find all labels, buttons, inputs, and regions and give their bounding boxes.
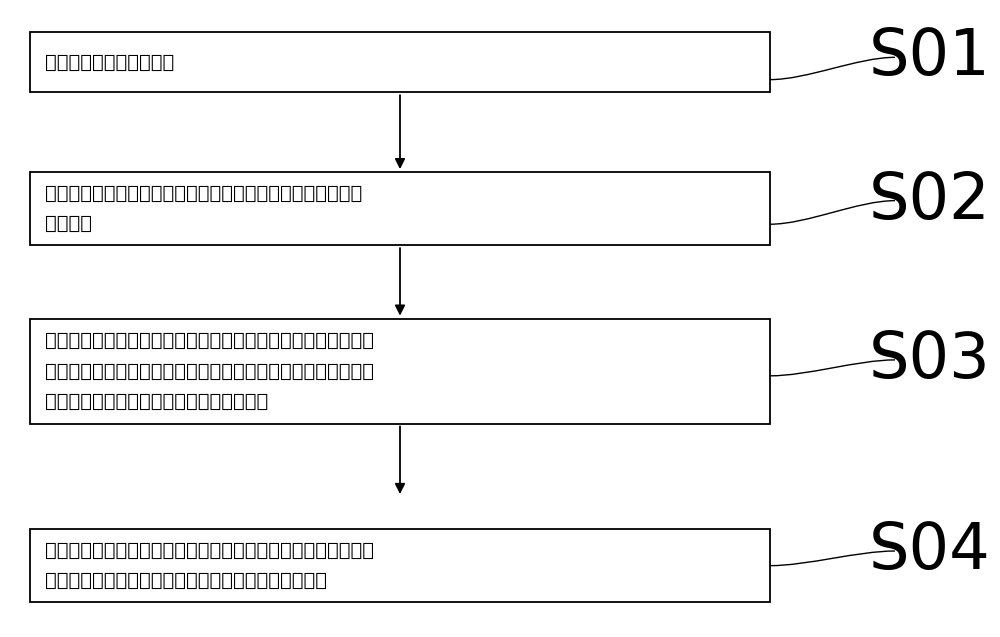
Text: 一半导体，所述阻挡层覆盖所述第二半导体: 一半导体，所述阻挡层覆盖所述第二半导体 (45, 392, 268, 411)
Text: 二半导体: 二半导体 (45, 215, 92, 233)
Bar (30, 318, 770, 424)
Text: 提供第一掺杂类型的衬底: 提供第一掺杂类型的衬底 (45, 53, 174, 71)
Bar (30, 529, 770, 602)
Text: S02: S02 (869, 169, 991, 232)
Text: S01: S01 (869, 26, 991, 89)
Text: 第一半导体平行邻接，所述第二半导体覆盖所述隧穿层和所述第: 第一半导体平行邻接，所述第二半导体覆盖所述隧穿层和所述第 (45, 362, 374, 380)
Text: 在所述衬底上生成与所述衬底导电类型相反的第一半导体和第: 在所述衬底上生成与所述衬底导电类型相反的第一半导体和第 (45, 184, 362, 203)
Text: S03: S03 (869, 329, 991, 391)
Text: 在所述阻挡层上设置栅极，然后在所述栅极的两侧边设置侧墙，: 在所述阻挡层上设置栅极，然后在所述栅极的两侧边设置侧墙， (45, 541, 374, 559)
Text: S04: S04 (869, 520, 991, 582)
Text: 所述栅极和两侧边的所述侧墙与所述衬底形成密闭腔室: 所述栅极和两侧边的所述侧墙与所述衬底形成密闭腔室 (45, 571, 327, 590)
Bar (30, 172, 770, 245)
Text: 同时生成隧穿层和阻挡层，其中所述隧穿层设于所述衬底与所述: 同时生成隧穿层和阻挡层，其中所述隧穿层设于所述衬底与所述 (45, 331, 374, 350)
Bar (30, 32, 770, 92)
